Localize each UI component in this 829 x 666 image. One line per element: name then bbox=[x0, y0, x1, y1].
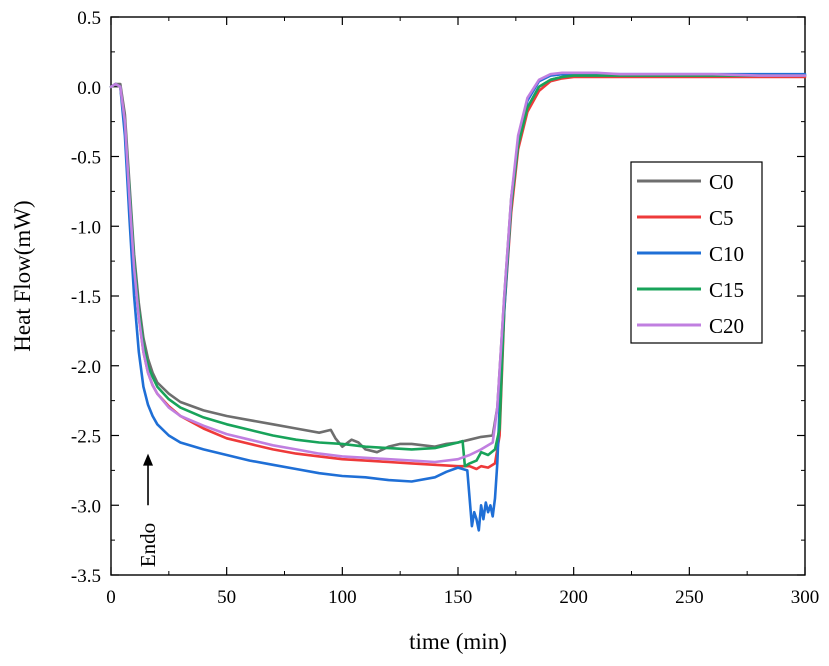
x-tick-label: 100 bbox=[328, 587, 357, 608]
y-tick-label: -2.5 bbox=[71, 427, 101, 448]
x-tick-label: 250 bbox=[675, 587, 704, 608]
x-tick-label: 0 bbox=[106, 587, 116, 608]
endo-annotation-label: Endo bbox=[136, 523, 160, 567]
y-tick-label: -2.0 bbox=[71, 357, 101, 378]
x-tick-label: 300 bbox=[791, 587, 820, 608]
x-axis-ticks: 0 50 100 150 200 250 300 bbox=[106, 17, 819, 608]
y-tick-label: -1.0 bbox=[71, 217, 101, 238]
x-tick-label: 150 bbox=[444, 587, 473, 608]
legend: C0 C5 C10 C15 C20 bbox=[630, 161, 763, 344]
legend-label-c20: C20 bbox=[709, 314, 744, 338]
y-tick-label: -1.5 bbox=[71, 287, 101, 308]
x-tick-label: 200 bbox=[559, 587, 588, 608]
legend-label-c0: C0 bbox=[709, 170, 734, 194]
endo-arrow-head bbox=[143, 453, 154, 466]
series-layer bbox=[109, 71, 807, 532]
x-tick-label: 50 bbox=[217, 587, 236, 608]
y-tick-label: -3.0 bbox=[71, 496, 101, 517]
series-line-c20 bbox=[109, 71, 807, 464]
series-line-c15 bbox=[109, 74, 807, 468]
y-axis-title: Heat Flow(mW) bbox=[10, 200, 35, 351]
legend-label-c10: C10 bbox=[709, 242, 744, 266]
x-axis-title: time (min) bbox=[409, 629, 507, 654]
y-tick-label: -3.5 bbox=[71, 566, 101, 587]
legend-label-c15: C15 bbox=[709, 278, 744, 302]
y-tick-label: -0.5 bbox=[71, 148, 101, 169]
y-tick-label: 0.5 bbox=[77, 8, 101, 29]
y-axis-ticks: 0.5 0.0 -0.5 -1.0 -1.5 -2.0 -2.5 -3.0 -3.5 bbox=[71, 8, 805, 587]
legend-label-c5: C5 bbox=[709, 206, 734, 230]
y-tick-label: 0.0 bbox=[77, 78, 101, 99]
endo-annotation: Endo bbox=[136, 453, 160, 567]
